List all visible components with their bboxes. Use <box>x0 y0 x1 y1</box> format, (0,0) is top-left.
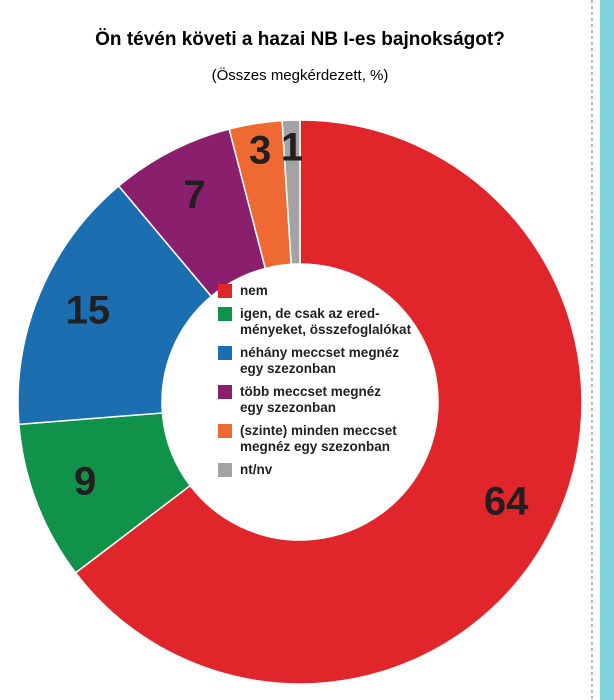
legend-item: igen, de csak az ered- ményeket, összefo… <box>218 306 413 338</box>
chart-subtitle: (Összes megkérdezett, %) <box>212 66 389 84</box>
legend-label: nt/nv <box>240 462 273 477</box>
chart-title: Ön tévén követi a hazai NB I-es bajnoksá… <box>95 29 505 50</box>
legend: nem igen, de csak az ered- ményeket, össz… <box>218 283 413 485</box>
legend-label: nem <box>240 283 268 298</box>
side-bar <box>600 0 614 700</box>
legend-item: nem <box>218 283 413 299</box>
donut-slice <box>74 119 583 685</box>
value-label: 9 <box>74 460 96 504</box>
legend-item: nt/nv <box>218 462 413 478</box>
legend-swatch <box>218 284 232 298</box>
legend-item: néhány meccset megnéz egy szezonban <box>218 345 413 377</box>
legend-item: több meccset megnéz egy szezonban <box>218 384 413 416</box>
value-label: 64 <box>484 480 529 524</box>
legend-swatch <box>218 307 232 321</box>
legend-label: több meccset megnéz egy szezonban <box>240 384 382 415</box>
donut-slice <box>17 184 213 426</box>
value-label: 7 <box>183 173 205 217</box>
legend-swatch <box>218 424 232 438</box>
legend-label: (szinte) minden meccset megnéz egy szezo… <box>240 423 397 454</box>
legend-label: igen, de csak az ered- ményeket, összefo… <box>240 306 412 337</box>
legend-swatch <box>218 385 232 399</box>
value-label: 3 <box>249 129 271 173</box>
value-label: 15 <box>66 289 111 333</box>
legend-swatch <box>218 346 232 360</box>
donut-slice <box>281 119 301 266</box>
value-label: 1 <box>281 126 303 170</box>
legend-swatch <box>218 463 232 477</box>
legend-label: néhány meccset megnéz egy szezonban <box>240 345 400 376</box>
legend-item: (szinte) minden meccset megnéz egy szezo… <box>218 423 413 455</box>
